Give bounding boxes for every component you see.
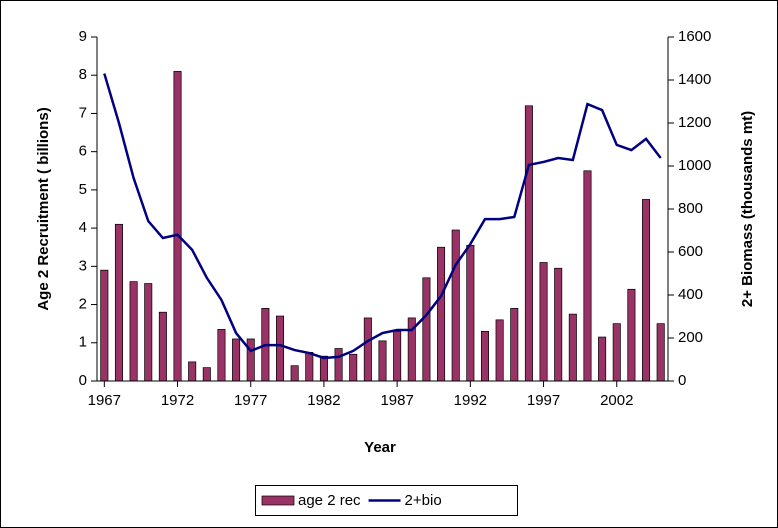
bar: [363, 317, 372, 382]
y2-tick-label: 1400: [678, 71, 711, 88]
bar: [246, 338, 255, 382]
y-tick-label: 2: [79, 296, 87, 313]
bar: [158, 311, 167, 382]
y-tick-label: 6: [79, 143, 87, 160]
y2-tick-label: 1000: [678, 157, 711, 174]
y2-tick-label: 1200: [678, 114, 711, 131]
y2-axis-title: 2+ Biomass (thousands mt): [739, 111, 756, 307]
bar: [627, 288, 636, 382]
bar: [480, 330, 489, 382]
bar: [144, 283, 153, 382]
bar: [583, 170, 592, 382]
bar: [568, 313, 577, 382]
y-tick-label: 3: [79, 257, 87, 274]
bar: [510, 308, 519, 382]
bar: [217, 329, 226, 382]
x-tick-label: 1967: [88, 392, 121, 409]
x-tick-label: 1992: [454, 392, 487, 409]
bar: [495, 319, 504, 382]
y-tick-label: 9: [79, 28, 87, 45]
y-axis-title: Age 2 Recruitment ( billions): [35, 107, 52, 310]
y2-tick-label: 400: [678, 286, 703, 303]
x-axis-title: Year: [364, 439, 396, 456]
y2-tick-label: 0: [678, 372, 686, 389]
y-tick-label: 7: [79, 104, 87, 121]
line: [103, 73, 662, 360]
y-tick-label: 8: [79, 66, 87, 83]
bar: [642, 199, 651, 382]
legend-label: age 2 rec: [298, 492, 361, 509]
bar: [114, 223, 123, 382]
legend-label: 2+bio: [405, 492, 442, 509]
bar: [554, 267, 563, 382]
y2-tick-label: 800: [678, 200, 703, 217]
bar: [598, 336, 607, 382]
y-tick-label: 5: [79, 181, 87, 198]
x-tick-label: 1982: [307, 392, 340, 409]
x-tick-label: 1987: [380, 392, 413, 409]
x-tick-label: 1997: [527, 392, 560, 409]
legend-swatch: [261, 495, 295, 506]
y2-tick-label: 200: [678, 329, 703, 346]
bar: [466, 244, 475, 382]
bar: [334, 348, 343, 382]
bar: [129, 281, 138, 382]
y2-tick-label: 1600: [678, 28, 711, 45]
bar: [290, 365, 299, 382]
bar: [188, 361, 197, 382]
bar: [378, 340, 387, 382]
bar: [612, 323, 621, 382]
bar: [437, 246, 446, 382]
bar: [393, 330, 402, 382]
bar: [539, 262, 548, 382]
bar: [319, 355, 328, 382]
y2-tick-label: 600: [678, 243, 703, 260]
y-tick-label: 4: [79, 219, 87, 236]
bar: [305, 351, 314, 382]
x-tick-label: 2002: [600, 392, 633, 409]
bar: [349, 353, 358, 382]
bar: [202, 367, 211, 382]
bar: [451, 229, 460, 382]
bar: [656, 323, 665, 382]
x-tick-label: 1972: [161, 392, 194, 409]
bar: [524, 105, 533, 382]
bar: [276, 315, 285, 382]
y-tick-label: 0: [79, 372, 87, 389]
y-tick-label: 1: [79, 334, 87, 351]
bar: [173, 71, 182, 382]
bar: [100, 269, 109, 382]
bar: [232, 338, 241, 382]
bar: [422, 277, 431, 382]
x-tick-label: 1977: [234, 392, 267, 409]
